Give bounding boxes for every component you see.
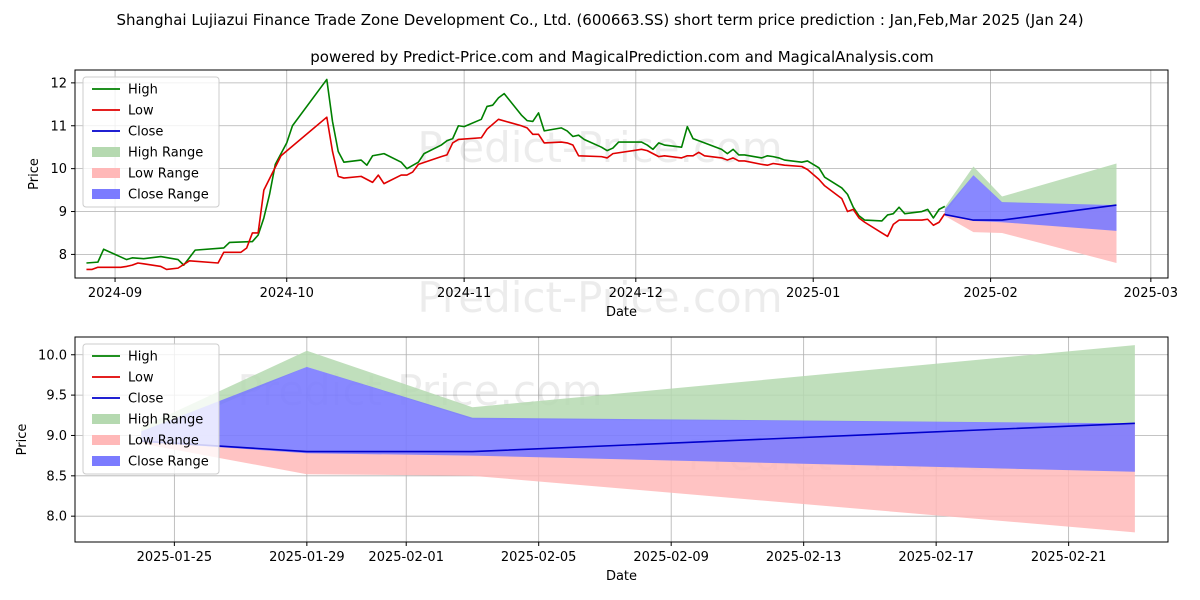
y-tick-label: 9.5 xyxy=(46,389,67,404)
x-axis-label: Date xyxy=(606,569,637,584)
y-tick-label: 8.0 xyxy=(46,510,67,525)
y-tick-label: 8.5 xyxy=(46,469,67,484)
x-tick-label: 2025-02-09 xyxy=(633,550,709,565)
top-chart-panel: Predict-Price.com Predict-Price.com 2024-0… xyxy=(27,69,1178,322)
x-tick-label: 2025-02-01 xyxy=(368,550,444,565)
x-tick-label: 2025-02 xyxy=(963,286,1017,301)
close-range-band xyxy=(944,175,1117,231)
high-range-band xyxy=(944,163,1117,214)
x-tick-label: 2025-02-17 xyxy=(898,550,974,565)
legend-label: Low Range xyxy=(128,167,199,182)
legend-swatch-low-range xyxy=(92,435,120,445)
chart-title: Shanghai Lujiazui Finance Trade Zone Dev… xyxy=(116,11,1083,29)
axes-frame xyxy=(74,69,1169,279)
x-tick-label: 2025-01 xyxy=(786,286,840,301)
legend-label: Close xyxy=(128,125,163,140)
x-tick-label: 2025-03 xyxy=(1124,286,1178,301)
legend-swatch-high-range xyxy=(92,414,120,424)
bottom-chart-panel: Predict-Price.comPredict-Price.com2025-0… xyxy=(15,336,1169,584)
watermark-text: Predict-Price.com xyxy=(417,273,782,322)
legend-label: High Range xyxy=(128,146,203,161)
x-tick-label: 2025-02-21 xyxy=(1031,550,1107,565)
legend: High Low Close High Range Low Range Close Ran… xyxy=(82,76,220,208)
y-tick-label: 10.0 xyxy=(38,348,67,363)
y-tick-label: 9 xyxy=(59,205,67,220)
legend-label: Low xyxy=(128,371,154,386)
legend-label: Close xyxy=(128,392,163,407)
low-series-line xyxy=(86,116,946,271)
x-tick-label: 2025-01-29 xyxy=(269,550,345,565)
x-axis-label: Date xyxy=(606,305,637,320)
y-tick-label: 11 xyxy=(50,119,67,134)
x-tick-label: 2024-12 xyxy=(609,286,663,301)
x-tick-label: 2024-10 xyxy=(260,286,314,301)
y-axis-label: Price xyxy=(27,158,42,190)
axes-frame xyxy=(74,336,1169,543)
y-tick-label: 9.0 xyxy=(46,429,67,444)
legend-label: Close Range xyxy=(128,455,209,470)
legend-swatch-low-range xyxy=(92,168,120,178)
legend-swatch-close-range xyxy=(92,456,120,466)
high-range-band xyxy=(141,345,1135,440)
x-tick-label: 2024-11 xyxy=(437,286,491,301)
x-tick-label: 2025-02-13 xyxy=(766,550,842,565)
high-series-line xyxy=(86,78,946,266)
legend-label: High xyxy=(128,83,158,98)
legend-label: High xyxy=(128,350,158,365)
legend: High Low Close High Range Low Range Close Ran… xyxy=(82,343,220,475)
x-tick-label: 2025-02-05 xyxy=(501,550,577,565)
close-series-line xyxy=(141,422,1135,453)
watermark-text: Predict-Price.com xyxy=(417,123,782,172)
y-tick-label: 10 xyxy=(50,162,67,177)
y-tick-label: 8 xyxy=(59,248,67,263)
x-tick-label: 2025-01-25 xyxy=(137,550,213,565)
chart-subtitle: powered by Predict-Price.com and Magical… xyxy=(310,48,934,66)
close-range-band xyxy=(141,366,1135,472)
legend-label: Low Range xyxy=(128,434,199,449)
y-axis-label: Price xyxy=(15,424,30,456)
x-tick-label: 2024-09 xyxy=(88,286,142,301)
legend-swatch-high-range xyxy=(92,147,120,157)
legend-label: Low xyxy=(128,104,154,119)
close-series-line xyxy=(944,204,1117,221)
legend-swatch-close-range xyxy=(92,189,120,199)
y-tick-label: 12 xyxy=(50,76,67,91)
plot-area xyxy=(86,78,1117,271)
plot-area xyxy=(141,345,1135,533)
legend-label: High Range xyxy=(128,413,203,428)
legend-label: Close Range xyxy=(128,188,209,203)
